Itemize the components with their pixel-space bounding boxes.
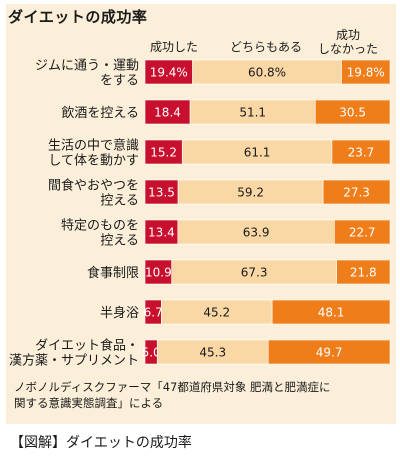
chart-title: ダイエットの成功率 — [8, 8, 148, 26]
bar-segment — [144, 59, 193, 85]
bar-segment — [192, 59, 342, 85]
category-label: をする — [100, 74, 139, 89]
bar-segment — [322, 179, 391, 205]
bar-segment — [181, 139, 333, 165]
category-label: 特定のものを — [61, 219, 139, 234]
data-label: 49.7 — [316, 346, 343, 360]
category-label: 半身浴 — [100, 305, 139, 321]
bar-segment — [331, 139, 391, 165]
category-label: 控える — [100, 194, 139, 209]
data-label: 59.2 — [237, 186, 264, 200]
bar-segment — [271, 299, 391, 325]
source-note: 関する意識実態調査」による — [14, 396, 163, 410]
bar-segment — [189, 99, 316, 125]
category-label: 食事制限 — [87, 265, 139, 281]
data-label: 15.2 — [150, 146, 177, 160]
data-label: 21.8 — [350, 266, 377, 280]
data-label: 27.3 — [343, 186, 370, 200]
bar-segment — [267, 339, 391, 365]
category-label: 生活の中で意識 — [48, 138, 139, 154]
bar-segment — [177, 219, 335, 245]
category-label: 間食やおやつを — [48, 178, 139, 194]
bar-segment — [341, 59, 391, 85]
data-label: 60.8% — [248, 66, 286, 80]
data-label: 23.7 — [348, 146, 375, 160]
data-label: 67.3 — [241, 266, 268, 280]
data-label: 63.9 — [243, 226, 270, 240]
data-label: 10.9 — [145, 266, 172, 280]
data-label: 19.4% — [150, 66, 188, 80]
bar-segment — [144, 219, 179, 245]
category-label: ダイエット食品・ — [35, 338, 139, 354]
data-label: 51.1 — [239, 106, 266, 120]
source-note: ノボノルディスクファーマ「47都道府県対象 肥満と肥満症に — [14, 380, 330, 394]
bar-segment — [144, 259, 173, 285]
data-label: 48.1 — [318, 306, 345, 320]
data-label: 61.1 — [244, 146, 271, 160]
category-label: 控える — [100, 234, 139, 249]
data-label: 22.7 — [349, 226, 376, 240]
data-label: 18.4 — [154, 106, 181, 120]
category-label: 飲酒を控える — [61, 105, 139, 121]
data-label: 13.5 — [148, 186, 175, 200]
legend-both: どちらもある — [230, 40, 303, 54]
bar-segment — [144, 99, 191, 125]
bar-segment — [177, 179, 324, 205]
category-label: 漢方薬・サプリメント — [9, 353, 139, 369]
bar-segment — [156, 339, 269, 365]
bar-segment — [144, 179, 179, 205]
bar-segment — [336, 259, 391, 285]
category-label: して体を動かす — [48, 154, 139, 169]
data-label: 45.3 — [199, 346, 226, 360]
data-label: 45.2 — [203, 306, 230, 320]
data-label: 5.0 — [142, 346, 161, 360]
data-label: 6.7 — [144, 306, 163, 320]
legend-succeeded: 成功した — [150, 40, 199, 54]
data-label: 13.4 — [148, 226, 175, 240]
bar-segment — [334, 219, 391, 245]
bar-segment — [314, 99, 391, 125]
category-label: ジムに通う・運動 — [35, 59, 139, 74]
data-label: 30.5 — [339, 106, 366, 120]
legend-not-succeeded: 成功 しなかった — [318, 28, 379, 56]
caption: 【図解】ダイエットの成功率 — [10, 435, 192, 451]
data-label: 19.8% — [347, 66, 385, 80]
bar-segment — [161, 299, 273, 325]
